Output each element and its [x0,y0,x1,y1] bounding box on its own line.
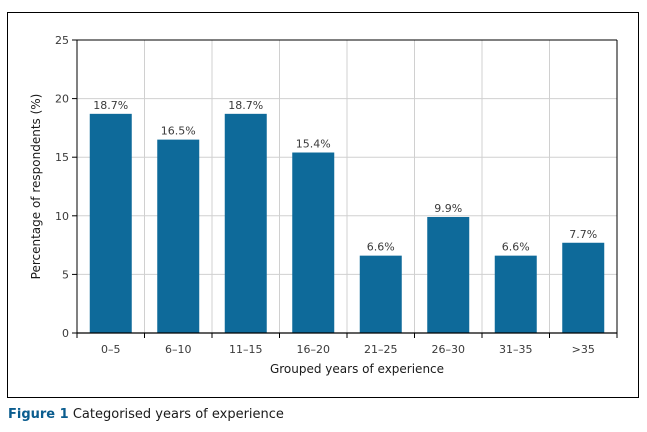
x-tick-label: 11–15 [229,343,263,356]
data-label: 18.7% [228,99,263,112]
data-label: 18.7% [93,99,128,112]
data-label: 15.4% [296,138,331,151]
data-label: 16.5% [161,125,196,138]
y-tick-label: 5 [62,268,69,281]
x-tick-label: 26–30 [432,343,466,356]
data-label: 9.9% [434,202,462,215]
x-tick-label: 16–20 [297,343,331,356]
x-tick-label: 31–35 [499,343,533,356]
bars [89,113,605,333]
data-label: 6.6% [367,241,395,254]
x-tick-labels: 0–5 6–10 11–15 16–20 21–25 26–30 31–35 >35 [101,343,595,356]
y-tick-label: 20 [55,93,69,106]
bar [224,113,267,333]
figure-number: Figure 1 [8,407,69,422]
bar [292,152,335,333]
y-axis-title: Percentage of respondents (%) [29,94,43,280]
data-labels: 18.7% 16.5% 18.7% 15.4% 6.6% 9.9% 6.6% 7.7% [93,99,597,254]
figure-frame [7,12,639,398]
data-label: 6.6% [502,241,530,254]
axes [72,39,618,338]
y-tick-labels: 0 5 10 15 20 25 [55,34,69,340]
figure-caption-text: Categorised years of experience [72,407,284,422]
bar-chart: 18.7% 16.5% 18.7% 15.4% 6.6% 9.9% 6.6% 7.7% 0 5 1… [29,34,618,376]
x-tick-label: 0–5 [101,343,121,356]
bar [89,113,132,333]
bar [359,255,402,333]
bar [562,242,605,333]
x-tick-label: 6–10 [165,343,192,356]
bar [494,255,537,333]
x-tick-label: >35 [572,343,595,356]
x-tick-label: 21–25 [364,343,398,356]
y-tick-label: 15 [55,151,69,164]
y-tick-label: 10 [55,210,69,223]
y-tick-label: 25 [55,34,69,47]
figure-caption: Figure 1 Categorised years of experience [8,407,284,422]
bar [427,216,470,333]
bar [157,139,200,333]
data-label: 7.7% [569,228,597,241]
x-axis-title: Grouped years of experience [270,362,444,376]
y-tick-label: 0 [62,327,69,340]
